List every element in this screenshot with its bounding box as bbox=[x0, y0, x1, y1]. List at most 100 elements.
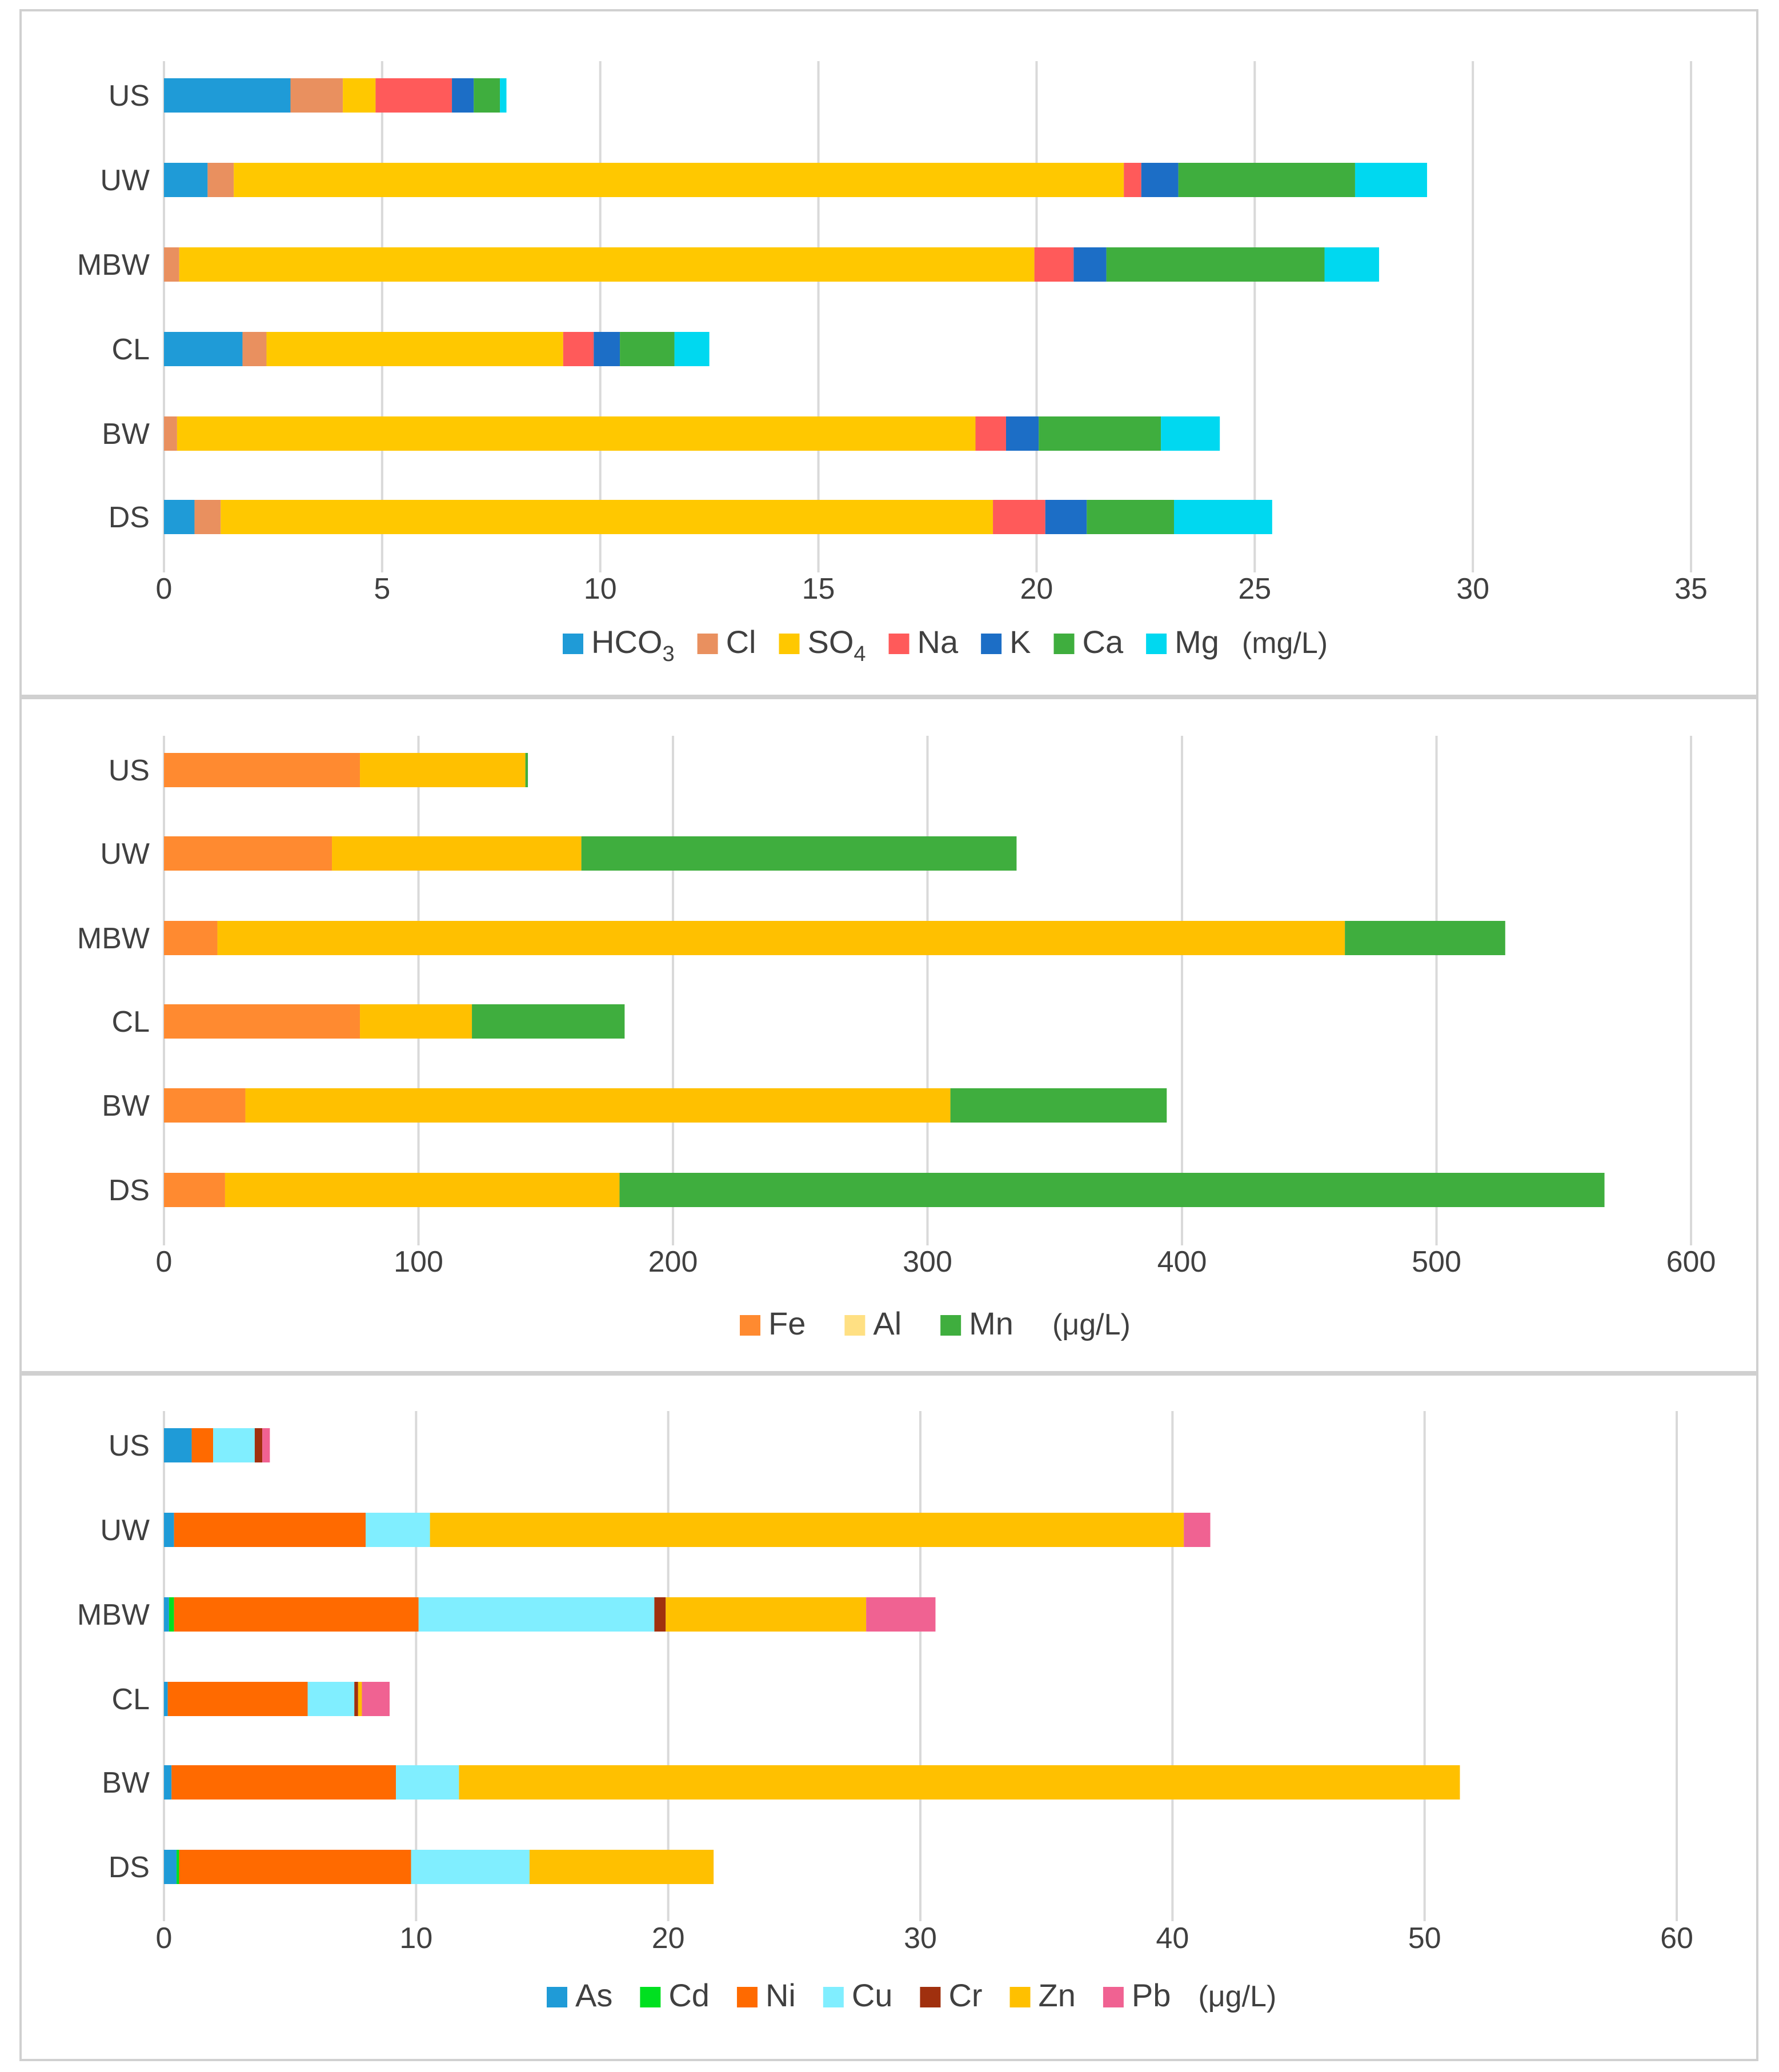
category-label: UW bbox=[100, 1514, 150, 1547]
bar-fe-bw bbox=[164, 1088, 246, 1123]
bar-al-cl bbox=[360, 1004, 472, 1039]
x-tick-label: 30 bbox=[1456, 572, 1489, 606]
category-label: MBW bbox=[77, 922, 150, 955]
bar-hco-ds bbox=[164, 500, 195, 534]
bar-zn-ds bbox=[529, 1850, 714, 1884]
x-tick-label: 600 bbox=[1666, 1245, 1716, 1279]
legend-label-mg: Mg bbox=[1175, 624, 1219, 660]
bar-as-bw bbox=[164, 1765, 172, 1800]
bar-mg-uw bbox=[1355, 163, 1427, 197]
legend-swatch-so bbox=[779, 634, 800, 654]
legend-swatch-k bbox=[981, 634, 1002, 654]
bar-as-uw bbox=[164, 1513, 174, 1547]
legend-swatch-hco bbox=[563, 634, 583, 654]
category-label: UW bbox=[100, 164, 150, 197]
bar-fe-ds bbox=[164, 1173, 225, 1207]
legend-label-mn: Mn bbox=[969, 1305, 1013, 1341]
legend-swatch-ca bbox=[1053, 634, 1075, 654]
bar-mg-us bbox=[500, 78, 507, 113]
legend-label-cu: Cu bbox=[852, 1977, 893, 2013]
bar-na-mbw bbox=[1034, 247, 1074, 282]
bar-hco-cl bbox=[164, 332, 243, 366]
bar-al-ds bbox=[225, 1173, 620, 1207]
category-label: BW bbox=[102, 418, 150, 451]
x-tick-label: 300 bbox=[903, 1245, 952, 1279]
legend-swatch-ni bbox=[736, 1987, 758, 2007]
panel-2-frame bbox=[19, 697, 1758, 1373]
legend-label-pb: Pb bbox=[1132, 1977, 1171, 2013]
bar-so-ds bbox=[221, 500, 993, 534]
bar-cd-ds bbox=[177, 1850, 179, 1884]
bar-as-cl bbox=[164, 1682, 168, 1716]
bar-cl-cl bbox=[242, 332, 267, 366]
bar-cl-mbw bbox=[164, 247, 179, 282]
chart-1: 0 5 10 15 20 25 30 35 US UW MBW CL BW DS HCO3 Cl SO4 Na K C… bbox=[77, 61, 1708, 666]
bar-fe-cl bbox=[164, 1004, 360, 1039]
bar-cr-cl bbox=[354, 1682, 358, 1716]
bar-cu-cl bbox=[307, 1682, 355, 1716]
bar-cr-us bbox=[254, 1428, 263, 1462]
bar-so-us bbox=[343, 78, 376, 113]
bar-as-ds bbox=[164, 1850, 177, 1884]
panel-1-frame bbox=[19, 9, 1758, 697]
category-label: US bbox=[109, 1429, 150, 1462]
x-tick-label: 500 bbox=[1412, 1245, 1461, 1279]
bar-so-bw bbox=[177, 416, 976, 451]
bar-na-bw bbox=[975, 416, 1006, 451]
bar-mn-uw bbox=[581, 836, 1017, 871]
bar-pb-uw bbox=[1184, 1513, 1211, 1547]
bar-cu-uw bbox=[366, 1513, 430, 1547]
legend-label-na: Na bbox=[917, 624, 959, 660]
x-tick-label: 15 bbox=[802, 572, 835, 606]
legend-swatch-cd bbox=[640, 1987, 661, 2007]
legend-swatch-pb bbox=[1103, 1987, 1124, 2007]
bar-hco-us bbox=[164, 78, 291, 113]
x-tick-label: 40 bbox=[1156, 1922, 1189, 1955]
bar-na-us bbox=[375, 78, 452, 113]
legend-label-as: As bbox=[575, 1977, 612, 2013]
x-tick-label: 50 bbox=[1408, 1922, 1441, 1955]
x-tick-label: 35 bbox=[1674, 572, 1708, 606]
category-label: MBW bbox=[77, 249, 150, 282]
bar-ni-cl bbox=[167, 1682, 308, 1716]
bar-k-us bbox=[452, 78, 474, 113]
bar-k-ds bbox=[1045, 500, 1087, 534]
bar-cl-us bbox=[290, 78, 343, 113]
legend-swatch-cu bbox=[823, 1987, 844, 2007]
bar-pb-cl bbox=[362, 1682, 390, 1716]
x-tick-label: 0 bbox=[156, 1922, 173, 1955]
bar-ni-us bbox=[191, 1428, 214, 1462]
bar-cl-ds bbox=[194, 500, 221, 534]
legend-label-ca: Ca bbox=[1083, 624, 1124, 660]
legend-swatch-al bbox=[844, 1315, 866, 1336]
bar-ca-bw bbox=[1039, 416, 1161, 451]
panel-3-frame bbox=[19, 1373, 1758, 2061]
category-label: US bbox=[109, 79, 150, 113]
bar-mg-bw bbox=[1161, 416, 1220, 451]
bar-zn-uw bbox=[430, 1513, 1184, 1547]
x-tick-label: 200 bbox=[648, 1245, 698, 1279]
bar-al-us bbox=[360, 753, 526, 787]
legend-swatch-mg bbox=[1146, 634, 1167, 654]
bar-al-mbw bbox=[217, 921, 1345, 955]
bar-na-ds bbox=[993, 500, 1045, 534]
bar-mn-cl bbox=[472, 1004, 625, 1039]
bar-mg-ds bbox=[1173, 500, 1272, 534]
bar-mg-cl bbox=[674, 332, 710, 366]
bar-k-cl bbox=[594, 332, 620, 366]
bar-mn-bw bbox=[950, 1088, 1167, 1123]
legend-unit: (μg/L) bbox=[1052, 1308, 1131, 1341]
bar-so-mbw bbox=[179, 247, 1035, 282]
bar-pb-mbw bbox=[866, 1597, 936, 1632]
bar-cu-us bbox=[213, 1428, 255, 1462]
bar-cr-mbw bbox=[654, 1597, 666, 1632]
bar-fe-uw bbox=[164, 836, 332, 871]
x-tick-label: 400 bbox=[1157, 1245, 1207, 1279]
bar-cu-bw bbox=[396, 1765, 459, 1800]
x-tick-label: 5 bbox=[374, 572, 390, 606]
x-tick-label: 25 bbox=[1238, 572, 1271, 606]
bar-na-uw bbox=[1124, 163, 1141, 197]
bar-cu-mbw bbox=[418, 1597, 655, 1632]
legend-label-hco: HCO3 bbox=[591, 624, 675, 666]
category-label: BW bbox=[102, 1089, 150, 1123]
